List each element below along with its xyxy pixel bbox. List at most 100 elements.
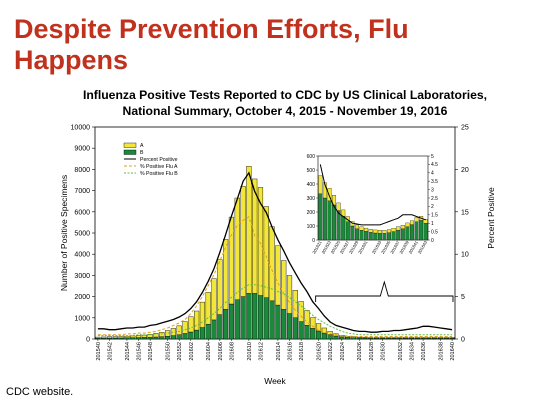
x-tick-label: 201604	[206, 342, 212, 361]
bar-flu-b	[176, 334, 182, 340]
inset-y2-tick-label: 4	[431, 171, 434, 177]
inset-bar-flu-a	[400, 225, 405, 229]
inset-bar-flu-b	[382, 233, 387, 241]
y-tick-label: 1000	[74, 315, 90, 322]
inset-x-tick-label: 201639	[398, 239, 410, 254]
inset-y-tick-label: 500	[307, 168, 316, 174]
y-tick-label: 8000	[74, 167, 90, 174]
bar-flu-a	[432, 337, 438, 339]
bar-flu-a	[234, 197, 240, 300]
bar-flu-a	[449, 337, 455, 339]
bar-flu-b	[252, 293, 258, 340]
x-tick-label: 201632	[398, 342, 404, 361]
bar-flu-b	[170, 335, 176, 340]
inset-y-tick-label: 600	[307, 154, 316, 160]
inset-y2-tick-label: 3	[431, 187, 434, 193]
inset-bar-flu-b	[405, 226, 410, 241]
bar-flu-a	[124, 335, 130, 339]
bar-flu-b	[286, 313, 293, 340]
bar-flu-b	[164, 336, 171, 340]
inset-y-tick-label: 200	[307, 210, 316, 216]
inset-y2-tick-label: 1	[431, 221, 434, 227]
inset-bar-flu-b	[423, 223, 428, 241]
x-tick-label: 201618	[299, 342, 305, 361]
bar-flu-a	[310, 317, 316, 329]
inset-bar-flu-a	[345, 216, 350, 222]
bar-flu-a	[194, 310, 200, 331]
chart-title-line-1: Influenza Positive Tests Reported to CDC…	[82, 88, 488, 102]
x-tick-label: 201616	[288, 342, 294, 361]
bar-flu-b	[333, 335, 339, 340]
inset-x-tick-label: 201635	[380, 239, 392, 254]
bar-flu-b	[269, 300, 275, 340]
bar-flu-a	[403, 337, 409, 339]
x-tick-label: 201614	[276, 342, 282, 361]
bar-flu-a	[315, 323, 322, 332]
y-tick-label: 5000	[74, 231, 90, 238]
x-tick-label: 201624	[340, 342, 346, 361]
bar-flu-b	[298, 321, 304, 340]
percent-positive-line	[97, 171, 453, 333]
bar-flu-a	[199, 301, 206, 328]
bar-flu-b	[153, 336, 159, 340]
bar-flu-b	[281, 309, 287, 340]
x-tick-label: 201546	[137, 342, 143, 361]
inset-y2-tick-label: 4.5	[431, 162, 438, 168]
chart-title: Influenza Positive Tests Reported to CDC…	[40, 87, 530, 119]
bar-flu-b	[275, 304, 281, 340]
bar-flu-a	[356, 336, 362, 339]
inset-bar-flu-a	[414, 217, 419, 222]
bar-flu-a	[217, 259, 223, 315]
inset-x-tick-label: 201643	[417, 239, 429, 254]
bar-flu-b	[223, 309, 229, 340]
x-tick-label: 201552	[177, 342, 183, 361]
x-tick-label: 201636	[421, 342, 427, 361]
x-tick-label: 201622	[328, 342, 334, 361]
inset-y-tick-label: 400	[307, 182, 316, 188]
bar-flu-b	[304, 325, 310, 340]
bar-flu-a	[246, 166, 252, 294]
bar-flu-b	[194, 329, 200, 340]
percent-flu-b-line	[97, 284, 453, 337]
bar-flu-a	[211, 278, 217, 321]
inset-y2-tick-label: 1.5	[431, 213, 438, 219]
bar-flu-a	[95, 336, 101, 339]
x-tick-label: 201542	[108, 342, 114, 361]
inset-bar-flu-a	[405, 222, 410, 227]
y-tick-label: 9000	[74, 146, 90, 153]
inset-bar-flu-a	[373, 229, 378, 234]
inset-y-tick-label: 300	[307, 196, 316, 202]
inset-bar-flu-b	[350, 225, 355, 241]
bar-flu-b	[182, 333, 188, 340]
legend-label: B	[140, 150, 144, 156]
source-note: CDC website.	[6, 386, 74, 398]
inset-x-tick-label: 201633	[371, 239, 383, 254]
inset-y2-tick-label: 2	[431, 204, 434, 210]
inset-bar-flu-a	[396, 226, 401, 231]
bar-flu-a	[362, 337, 368, 339]
bar-flu-a	[223, 239, 229, 310]
inset-bar-flu-a	[359, 226, 364, 231]
bar-flu-a	[188, 316, 194, 333]
bar-flu-b	[205, 323, 211, 340]
inset-bar-flu-a	[318, 175, 323, 194]
x-tick-label: 201602	[189, 342, 195, 361]
y2-tick-label: 25	[461, 125, 469, 132]
bar-flu-b	[345, 337, 351, 340]
inset-bar-flu-b	[327, 200, 332, 241]
bar-flu-b	[147, 336, 153, 340]
inset-bar-flu-b	[354, 228, 359, 241]
inset-bar-flu-a	[354, 224, 359, 229]
bar-flu-a	[118, 336, 124, 339]
inset-y2-tick-label: 3.5	[431, 179, 438, 185]
slide-title-line-2: Happens	[14, 45, 129, 75]
bar-flu-a	[321, 327, 327, 334]
inset-x-tick-label: 201637	[389, 239, 401, 254]
inset-bar-flu-b	[359, 230, 364, 241]
inset-plot-area	[317, 155, 429, 241]
inset-bar-flu-b	[396, 230, 401, 241]
y-tick-label: 7000	[74, 188, 90, 195]
bar-flu-b	[263, 297, 269, 340]
bar-flu-a	[385, 337, 391, 339]
